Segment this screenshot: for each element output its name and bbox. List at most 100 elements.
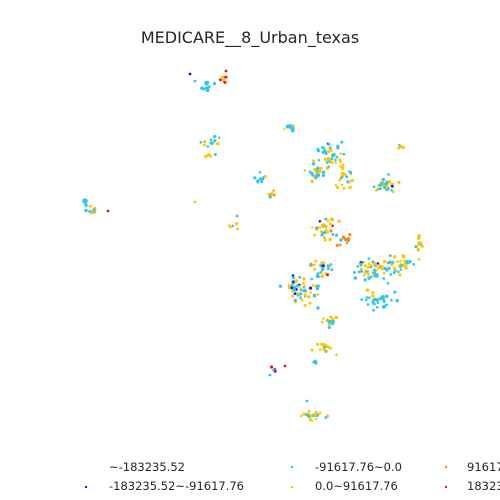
map-point bbox=[310, 263, 313, 266]
map-point bbox=[373, 269, 376, 272]
map-point bbox=[381, 267, 384, 270]
map-point bbox=[300, 289, 303, 292]
map-point bbox=[360, 270, 363, 273]
map-point bbox=[303, 169, 306, 172]
map-point bbox=[268, 195, 271, 198]
map-point bbox=[314, 360, 317, 363]
map-point bbox=[325, 228, 328, 231]
map-point bbox=[389, 254, 392, 257]
map-point bbox=[235, 222, 239, 226]
map-point bbox=[366, 296, 369, 299]
map-point bbox=[347, 237, 350, 240]
map-point bbox=[391, 185, 394, 188]
map-point bbox=[311, 226, 313, 228]
map-point bbox=[295, 279, 298, 282]
legend-swatch-5 bbox=[445, 486, 447, 488]
map-point bbox=[203, 140, 206, 143]
map-point bbox=[338, 220, 341, 223]
map-point bbox=[387, 173, 390, 176]
map-point bbox=[225, 70, 228, 73]
map-point bbox=[200, 86, 203, 89]
map-point bbox=[322, 171, 325, 174]
map-point bbox=[315, 175, 318, 178]
map-point bbox=[214, 153, 217, 156]
map-point bbox=[291, 283, 294, 286]
map-point bbox=[272, 189, 274, 191]
map-point bbox=[270, 365, 273, 368]
map-point bbox=[283, 128, 285, 130]
map-point bbox=[414, 245, 417, 248]
map-point bbox=[313, 263, 316, 266]
map-point bbox=[390, 299, 393, 302]
legend-entry-4: 91617.76~183235.52 bbox=[445, 460, 500, 474]
map-point bbox=[382, 277, 385, 280]
map-point bbox=[319, 348, 322, 351]
map-point bbox=[325, 152, 328, 155]
map-point bbox=[379, 298, 381, 300]
map-point bbox=[349, 171, 352, 174]
map-point bbox=[401, 254, 404, 257]
map-point bbox=[208, 86, 211, 89]
map-point bbox=[348, 233, 351, 236]
map-point bbox=[321, 224, 324, 227]
map-point bbox=[279, 285, 282, 288]
map-point bbox=[210, 139, 212, 141]
map-point bbox=[353, 271, 356, 274]
map-point bbox=[342, 164, 345, 167]
map-point bbox=[84, 203, 87, 206]
map-point bbox=[331, 154, 335, 158]
map-point bbox=[267, 193, 270, 196]
map-point bbox=[336, 244, 339, 247]
map-point bbox=[229, 226, 232, 229]
map-point bbox=[339, 244, 342, 247]
map-point bbox=[307, 410, 310, 413]
map-point bbox=[313, 413, 316, 416]
map-point bbox=[313, 294, 317, 298]
map-point bbox=[296, 292, 299, 295]
map-point bbox=[384, 267, 387, 270]
map-point bbox=[292, 127, 295, 130]
map-point bbox=[207, 153, 210, 156]
map-point bbox=[306, 400, 309, 403]
map-point bbox=[398, 273, 401, 276]
map-point bbox=[309, 291, 312, 294]
map-point bbox=[393, 267, 396, 270]
map-point bbox=[312, 162, 315, 165]
map-point bbox=[313, 268, 316, 271]
map-point bbox=[325, 166, 328, 169]
map-point bbox=[418, 241, 421, 244]
legend-swatch-2 bbox=[291, 466, 293, 468]
map-point bbox=[308, 413, 310, 415]
map-point bbox=[324, 350, 327, 353]
map-point bbox=[327, 157, 330, 160]
map-point bbox=[189, 73, 192, 76]
map-point bbox=[317, 275, 320, 278]
legend-entry-2: -91617.76~0.0 bbox=[291, 460, 402, 474]
legend-label-0: ~-183235.52 bbox=[109, 460, 185, 474]
map-point bbox=[301, 299, 304, 302]
map-point bbox=[288, 284, 291, 287]
map-point bbox=[360, 298, 363, 301]
map-point bbox=[364, 264, 367, 267]
map-point bbox=[375, 189, 378, 192]
legend-label-5: 183235.52~ bbox=[467, 479, 500, 493]
map-point bbox=[316, 343, 319, 346]
map-point bbox=[219, 78, 222, 81]
legend-swatch-3 bbox=[291, 486, 293, 488]
map-point bbox=[299, 296, 302, 299]
map-point bbox=[264, 175, 267, 178]
map-point bbox=[302, 412, 306, 416]
map-point bbox=[327, 219, 330, 222]
map-point bbox=[335, 353, 338, 356]
map-point bbox=[354, 276, 358, 280]
legend-label-4: 91617.76~183235.52 bbox=[467, 460, 500, 474]
map-point bbox=[303, 285, 306, 288]
map-point bbox=[310, 415, 313, 418]
map-point bbox=[366, 288, 369, 291]
map-point bbox=[311, 349, 314, 352]
map-point bbox=[323, 346, 325, 348]
map-point bbox=[418, 258, 421, 261]
map-point bbox=[328, 320, 331, 323]
map-point bbox=[351, 179, 354, 182]
map-point bbox=[400, 268, 402, 270]
